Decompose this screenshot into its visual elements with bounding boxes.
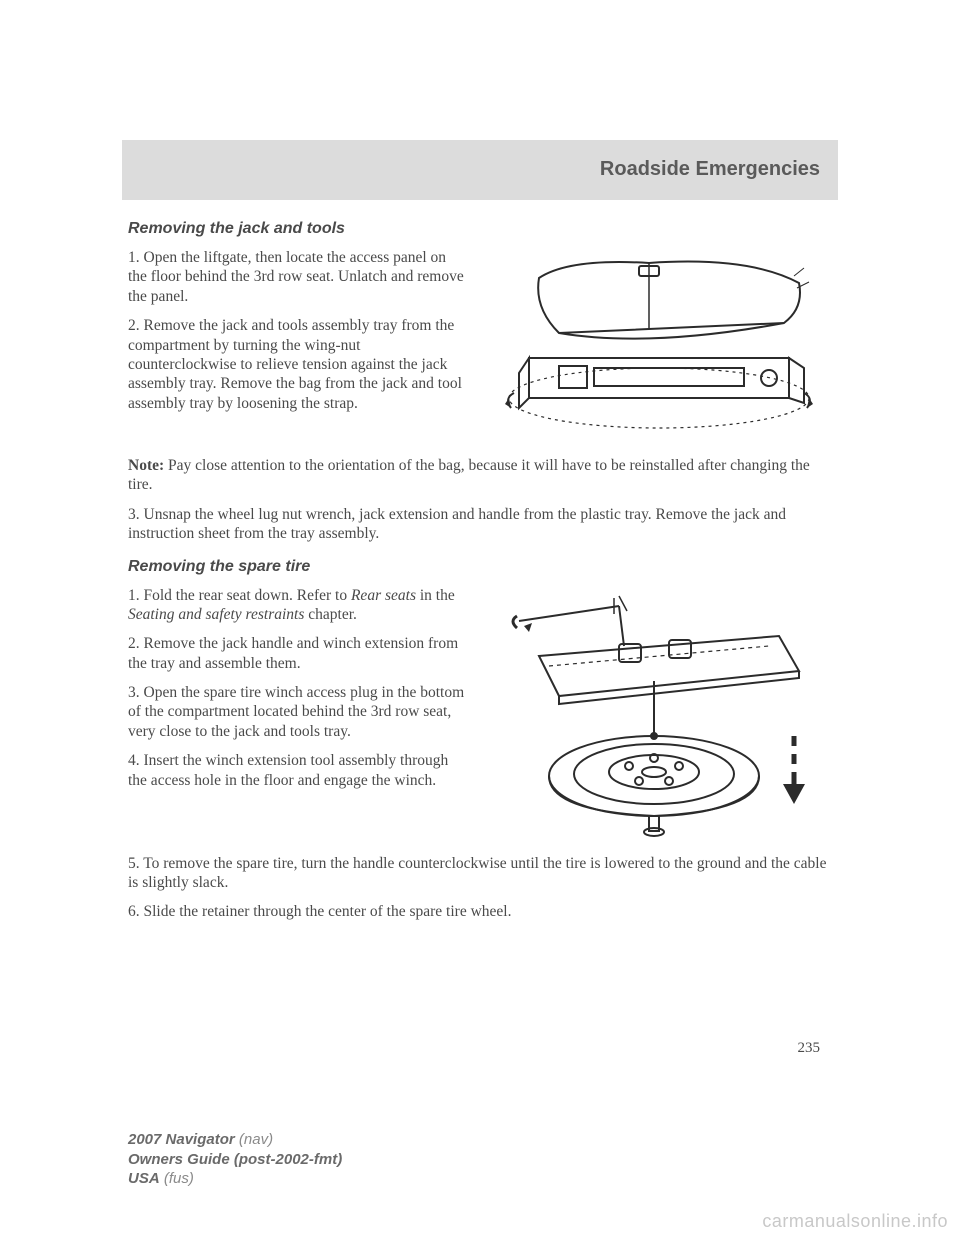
note-body: Pay close attention to the orientation o…: [128, 457, 810, 493]
figure-spare-tire: [486, 586, 832, 846]
section2-step4: 4. Insert the winch extension tool assem…: [128, 751, 468, 790]
watermark: carmanualsonline.info: [762, 1211, 948, 1232]
page-content: Removing the jack and tools 1. Open the …: [128, 220, 832, 932]
section2-step5: 5. To remove the spare tire, turn the ha…: [128, 854, 832, 893]
heading-removing-jack: Removing the jack and tools: [128, 220, 832, 238]
section2-textcol: 1. Fold the rear seat down. Refer to Rea…: [128, 586, 468, 846]
section1-step2: 2. Remove the jack and tools assembly tr…: [128, 316, 468, 413]
section2-row: 1. Fold the rear seat down. Refer to Rea…: [128, 586, 832, 846]
section2-step6: 6. Slide the retainer through the center…: [128, 902, 832, 921]
s2p1a: 1. Fold the rear seat down. Refer to: [128, 587, 351, 604]
section2-step1: 1. Fold the rear seat down. Refer to Rea…: [128, 586, 468, 625]
section2-step2: 2. Remove the jack handle and winch exte…: [128, 634, 468, 673]
footer-region: USA: [128, 1170, 160, 1187]
section1-step1: 1. Open the liftgate, then locate the ac…: [128, 248, 468, 306]
spare-tire-illustration: [499, 586, 819, 846]
note-label: Note:: [128, 457, 164, 474]
footer-model: 2007 Navigator: [128, 1131, 235, 1148]
s2p1e: chapter.: [304, 606, 357, 623]
section2-after-figure: 5. To remove the spare tire, turn the ha…: [128, 854, 832, 922]
section1-after-figure: Note: Pay close attention to the orienta…: [128, 456, 832, 544]
heading-removing-spare: Removing the spare tire: [128, 558, 832, 576]
footer: 2007 Navigator (nav) Owners Guide (post-…: [128, 1130, 342, 1189]
section2-step3: 3. Open the spare tire winch access plug…: [128, 683, 468, 741]
s2p1c: in the: [416, 587, 455, 604]
jack-bag-illustration: [499, 248, 819, 448]
section1-note: Note: Pay close attention to the orienta…: [128, 456, 832, 495]
footer-model-code: (nav): [239, 1131, 273, 1148]
figure-jack-bag: [486, 248, 832, 448]
section1-row: 1. Open the liftgate, then locate the ac…: [128, 248, 832, 448]
footer-line1: 2007 Navigator (nav): [128, 1130, 342, 1150]
page-number: 235: [798, 1040, 821, 1057]
section1-step3: 3. Unsnap the wheel lug nut wrench, jack…: [128, 505, 832, 544]
s2p1b: Rear seats: [351, 587, 416, 604]
section1-textcol: 1. Open the liftgate, then locate the ac…: [128, 248, 468, 448]
s2p1d: Seating and safety restraints: [128, 606, 304, 623]
footer-guide: Owners Guide (post-2002-fmt): [128, 1150, 342, 1170]
chapter-title: Roadside Emergencies: [600, 158, 820, 181]
footer-region-code: (fus): [164, 1170, 194, 1187]
footer-line3: USA (fus): [128, 1169, 342, 1189]
